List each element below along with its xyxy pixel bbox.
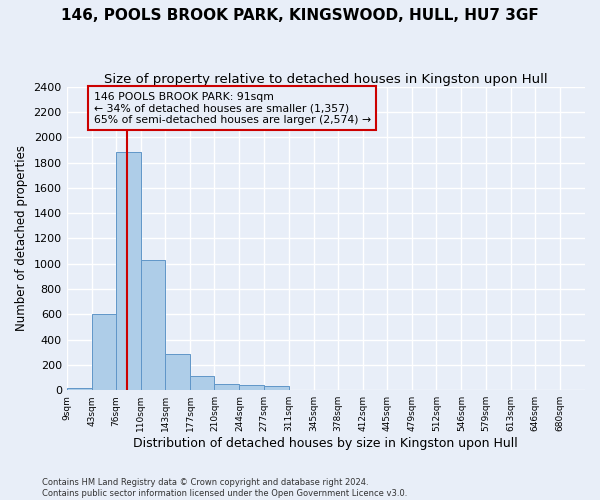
Text: Contains HM Land Registry data © Crown copyright and database right 2024.
Contai: Contains HM Land Registry data © Crown c… — [42, 478, 407, 498]
Text: 146, POOLS BROOK PARK, KINGSWOOD, HULL, HU7 3GF: 146, POOLS BROOK PARK, KINGSWOOD, HULL, … — [61, 8, 539, 22]
Y-axis label: Number of detached properties: Number of detached properties — [15, 146, 28, 332]
Title: Size of property relative to detached houses in Kingston upon Hull: Size of property relative to detached ho… — [104, 72, 548, 86]
Bar — [67, 388, 92, 390]
Bar — [264, 386, 289, 390]
Bar — [165, 354, 190, 390]
Bar — [190, 376, 214, 390]
Bar — [116, 152, 141, 390]
Bar — [141, 260, 165, 390]
Bar — [239, 385, 264, 390]
X-axis label: Distribution of detached houses by size in Kingston upon Hull: Distribution of detached houses by size … — [133, 437, 518, 450]
Bar — [214, 384, 239, 390]
Bar — [92, 314, 116, 390]
Text: 146 POOLS BROOK PARK: 91sqm
← 34% of detached houses are smaller (1,357)
65% of : 146 POOLS BROOK PARK: 91sqm ← 34% of det… — [94, 92, 371, 125]
